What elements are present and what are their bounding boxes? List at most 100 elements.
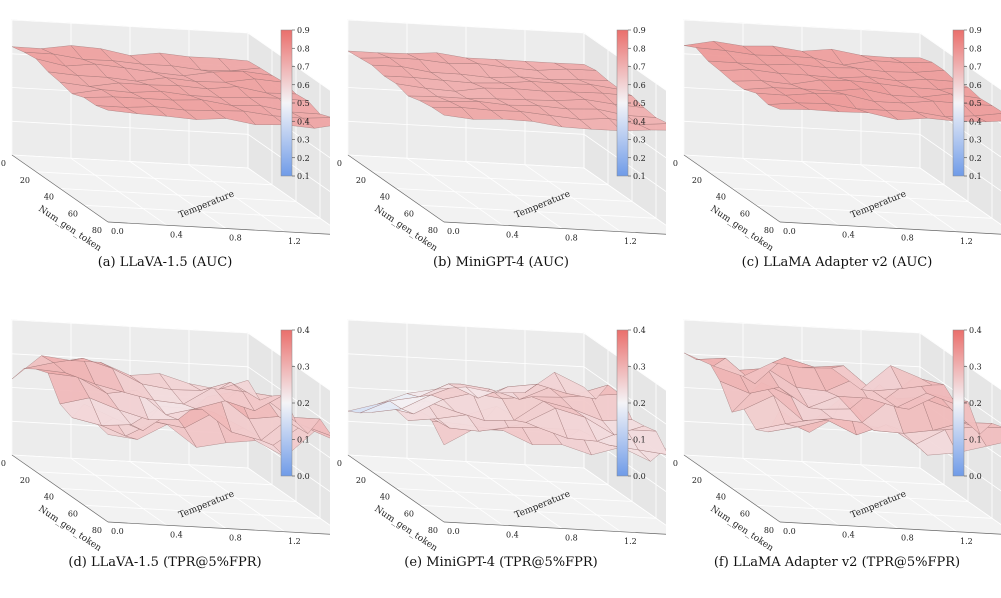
x-tick-label: 80 bbox=[92, 526, 102, 535]
y-tick-label: 0.0 bbox=[783, 227, 796, 236]
colorbar-tick-label: 0.1 bbox=[297, 436, 310, 445]
x-tick-label: 80 bbox=[764, 526, 774, 535]
x-tick-label: 60 bbox=[404, 209, 414, 218]
x-tick-label: 40 bbox=[716, 193, 726, 202]
y-tick-label: 1.2 bbox=[624, 237, 637, 246]
x-tick-label: 0 bbox=[673, 459, 678, 468]
colorbar-tick-label: 0.0 bbox=[633, 472, 646, 481]
y-tick-label: 0.8 bbox=[901, 234, 914, 243]
colorbar-tick-label: 0.7 bbox=[297, 63, 310, 72]
y-tick-label: 0.0 bbox=[447, 227, 460, 236]
colorbar-tick-label: 0.3 bbox=[297, 136, 310, 145]
colorbar-tick-label: 0.5 bbox=[633, 99, 646, 108]
subfigure-caption: (e) MiniGPT-4 (TPR@5%FPR) bbox=[336, 555, 666, 570]
colorbar-tick-label: 0.3 bbox=[969, 136, 982, 145]
x-tick-label: 80 bbox=[428, 526, 438, 535]
colorbar-tick-label: 0.6 bbox=[969, 81, 982, 90]
subfigure-caption: (d) LLaVA-1.5 (TPR@5%FPR) bbox=[0, 555, 330, 570]
chart-panel-5: 0204060800.00.40.81.21.60.00.10.20.30.4N… bbox=[336, 300, 666, 598]
y-tick-label: 0.4 bbox=[842, 530, 855, 539]
y-tick-label: 0.8 bbox=[565, 234, 578, 243]
surface-plot-6: 0204060800.00.40.81.21.60.00.10.20.30.4N… bbox=[672, 300, 1001, 560]
surface-plot-2: 0204060800.00.40.81.21.60.10.30.50.70.9N… bbox=[336, 0, 666, 260]
colorbar-tick-label: 0.4 bbox=[633, 326, 646, 335]
y-tick-label: 1.2 bbox=[960, 237, 973, 246]
y-tick-label: 0.4 bbox=[842, 230, 855, 239]
colorbar bbox=[281, 330, 292, 476]
x-tick-label: 20 bbox=[692, 176, 702, 185]
y-tick-label: 1.2 bbox=[288, 237, 301, 246]
colorbar-tick-label: 0.9 bbox=[633, 26, 646, 35]
colorbar-tick-label: 0.0 bbox=[969, 472, 982, 481]
y-tick-label: 0.0 bbox=[111, 227, 124, 236]
colorbar-tick-label: 0.9 bbox=[297, 26, 310, 35]
surface-plot-5: 0204060800.00.40.81.21.60.00.10.20.30.4N… bbox=[336, 300, 666, 560]
x-tick-label: 0 bbox=[1, 459, 6, 468]
colorbar-tick-label: 0.2 bbox=[969, 399, 982, 408]
colorbar-tick-label: 0.3 bbox=[297, 363, 310, 372]
x-tick-label: 60 bbox=[68, 209, 78, 218]
y-tick-label: 0.8 bbox=[565, 534, 578, 543]
colorbar-tick-label: 0.8 bbox=[633, 44, 646, 53]
colorbar-tick-label: 0.4 bbox=[297, 117, 310, 126]
x-tick-label: 0 bbox=[337, 159, 342, 168]
colorbar-tick-label: 0.4 bbox=[969, 326, 982, 335]
x-tick-label: 60 bbox=[740, 209, 750, 218]
colorbar-tick-label: 0.3 bbox=[633, 363, 646, 372]
y-tick-label: 0.4 bbox=[170, 530, 183, 539]
x-tick-label: 60 bbox=[740, 509, 750, 518]
x-tick-label: 20 bbox=[20, 176, 30, 185]
x-tick-label: 20 bbox=[20, 476, 30, 485]
colorbar-tick-label: 0.2 bbox=[633, 399, 646, 408]
colorbar-tick-label: 0.1 bbox=[633, 172, 646, 181]
colorbar-tick-label: 0.2 bbox=[969, 154, 982, 163]
surface-plot-4: 0204060800.00.40.81.21.60.00.10.20.30.4N… bbox=[0, 300, 330, 560]
x-tick-label: 80 bbox=[92, 226, 102, 235]
surface-plot-3: 0204060800.00.40.81.21.60.10.30.50.70.9N… bbox=[672, 0, 1001, 260]
y-tick-label: 0.8 bbox=[229, 534, 242, 543]
colorbar-tick-label: 0.5 bbox=[297, 99, 310, 108]
x-tick-label: 60 bbox=[404, 509, 414, 518]
x-tick-label: 20 bbox=[356, 476, 366, 485]
colorbar-tick-label: 0.2 bbox=[633, 154, 646, 163]
colorbar-tick-label: 0.1 bbox=[633, 436, 646, 445]
y-tick-label: 0.0 bbox=[783, 527, 796, 536]
y-tick-label: 0.4 bbox=[506, 230, 519, 239]
x-tick-label: 20 bbox=[692, 476, 702, 485]
chart-panel-3: 0204060800.00.40.81.21.60.10.30.50.70.9N… bbox=[672, 0, 1001, 298]
colorbar-tick-label: 0.8 bbox=[297, 44, 310, 53]
colorbar-tick-label: 0.8 bbox=[969, 44, 982, 53]
subfigure-caption: (a) LLaVA-1.5 (AUC) bbox=[0, 255, 330, 270]
x-tick-label: 40 bbox=[380, 493, 390, 502]
x-tick-label: 0 bbox=[1, 159, 6, 168]
colorbar-tick-label: 0.0 bbox=[297, 472, 310, 481]
y-tick-label: 1.2 bbox=[960, 537, 973, 546]
x-tick-label: 0 bbox=[337, 459, 342, 468]
chart-panel-4: 0204060800.00.40.81.21.60.00.10.20.30.4N… bbox=[0, 300, 330, 598]
y-tick-label: 0.0 bbox=[447, 527, 460, 536]
x-tick-label: 80 bbox=[764, 226, 774, 235]
chart-panel-1: 0204060800.00.40.81.21.60.10.30.50.70.9N… bbox=[0, 0, 330, 298]
y-tick-label: 0.0 bbox=[111, 527, 124, 536]
colorbar-tick-label: 0.1 bbox=[969, 436, 982, 445]
colorbar-tick-label: 0.6 bbox=[297, 81, 310, 90]
colorbar bbox=[281, 30, 292, 176]
colorbar-tick-label: 0.1 bbox=[969, 172, 982, 181]
colorbar-tick-label: 0.1 bbox=[297, 172, 310, 181]
subfigure-caption: (b) MiniGPT-4 (AUC) bbox=[336, 255, 666, 270]
colorbar-tick-label: 0.4 bbox=[633, 117, 646, 126]
colorbar-tick-label: 0.4 bbox=[969, 117, 982, 126]
x-tick-label: 40 bbox=[716, 493, 726, 502]
colorbar-tick-label: 0.2 bbox=[297, 154, 310, 163]
colorbar-tick-label: 0.9 bbox=[969, 26, 982, 35]
y-tick-label: 0.8 bbox=[229, 234, 242, 243]
x-tick-label: 0 bbox=[673, 159, 678, 168]
x-tick-label: 40 bbox=[380, 193, 390, 202]
y-tick-label: 0.4 bbox=[506, 530, 519, 539]
colorbar bbox=[617, 30, 628, 176]
colorbar-tick-label: 0.3 bbox=[969, 363, 982, 372]
colorbar bbox=[953, 330, 964, 476]
colorbar bbox=[953, 30, 964, 176]
y-tick-label: 0.4 bbox=[170, 230, 183, 239]
